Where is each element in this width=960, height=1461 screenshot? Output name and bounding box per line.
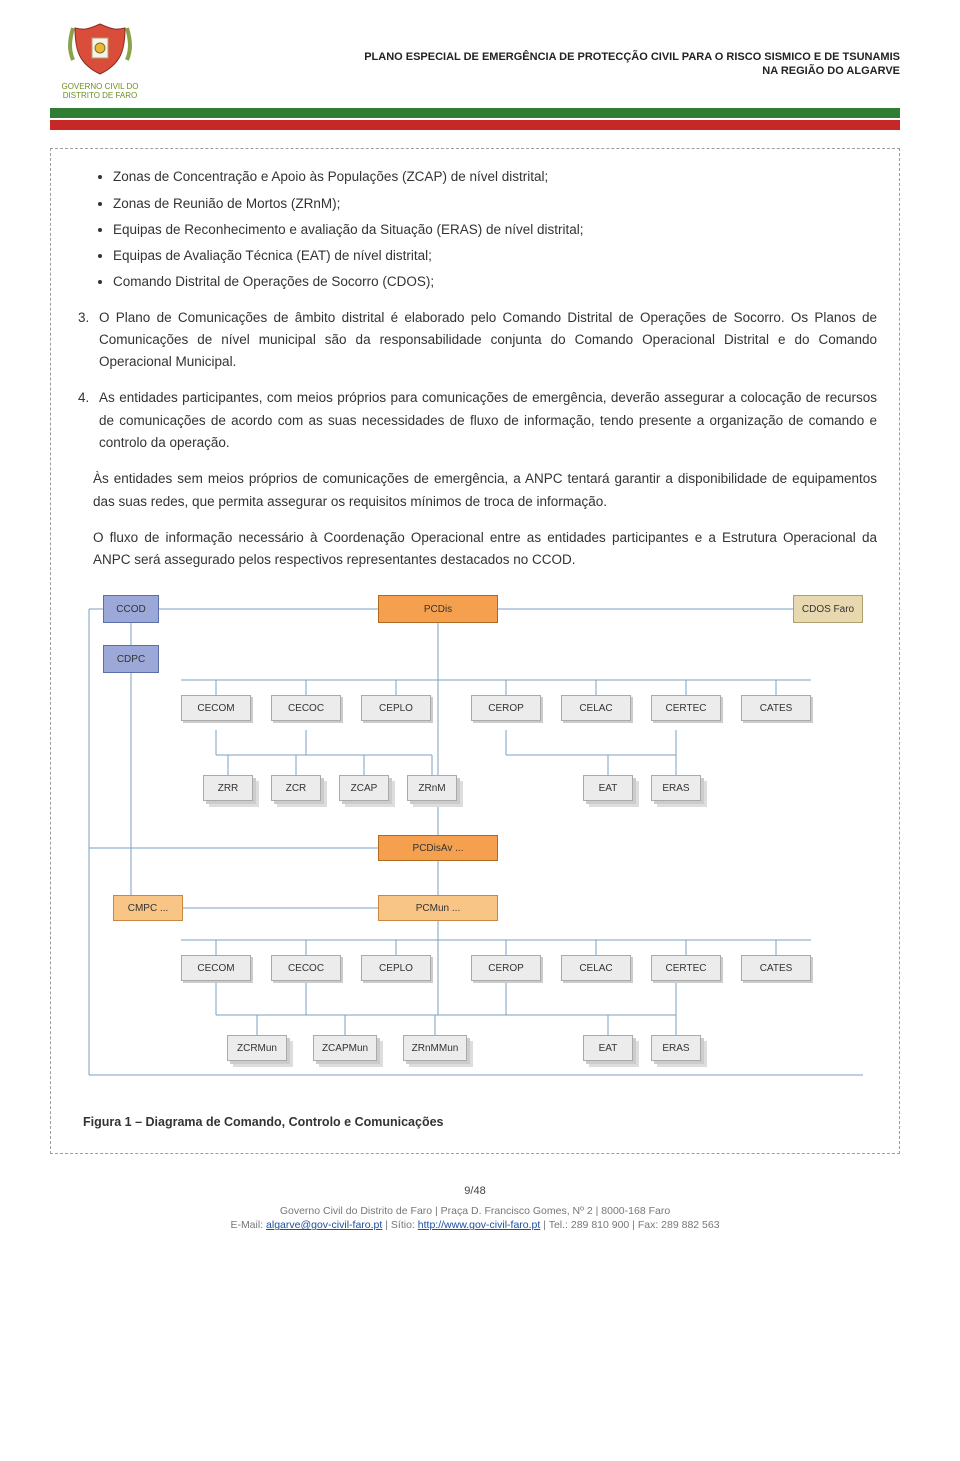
diagram-node-cecoc1: CECOC [271,695,341,721]
numbered-item: As entidades participantes, com meios pr… [93,387,877,454]
org-logo-block: GOVERNO CIVIL DO DISTRITO DE FARO [50,20,150,100]
diagram-node-certec2: CERTEC [651,955,721,981]
numbered-list: O Plano de Comunicações de âmbito distri… [93,307,877,455]
diagram-node-certec1: CERTEC [651,695,721,721]
footer-email-link[interactable]: algarve@gov-civil-faro.pt [266,1219,382,1231]
diagram-node-cdos: CDOS Faro [793,595,863,623]
diagram-node-cates2: CATES [741,955,811,981]
doc-title: PLANO ESPECIAL DE EMERGÊNCIA DE PROTECÇÃ… [160,20,900,79]
diagram-node-cecom2: CECOM [181,955,251,981]
diagram-node-celac1: CELAC [561,695,631,721]
diagram-node-cdpc: CDPC [103,645,159,673]
diagram-node-cmpc: CMPC ... [113,895,183,921]
diagram-node-cecom1: CECOM [181,695,251,721]
diagram-node-zcrmun: ZCRMun [227,1035,287,1061]
diagram-node-eat1: EAT [583,775,633,801]
page-footer: 9/48 Governo Civil do Distrito de Faro |… [50,1184,900,1233]
diagram-node-eras1: ERAS [651,775,701,801]
bullet-item: Equipas de Avaliação Técnica (EAT) de ní… [113,246,877,266]
bullet-item: Zonas de Concentração e Apoio às Populaç… [113,167,877,187]
diagram-node-zrr: ZRR [203,775,253,801]
footer-line2: E-Mail: algarve@gov-civil-faro.pt | Síti… [50,1218,900,1233]
diagram-node-ceplo2: CEPLO [361,955,431,981]
bullet-item: Zonas de Reunião de Mortos (ZRnM); [113,194,877,214]
diagram-node-cates1: CATES [741,695,811,721]
doc-title-line2: NA REGIÃO DO ALGARVE [762,65,900,77]
content-box: Zonas de Concentração e Apoio às Populaç… [50,148,900,1154]
diagram-node-ccod: CCOD [103,595,159,623]
figure-caption: Figura 1 – Diagrama de Comando, Controlo… [83,1115,877,1129]
bullet-list: Zonas de Concentração e Apoio às Populaç… [113,167,877,292]
diagram-node-pcdis: PCDis [378,595,498,623]
coat-of-arms-icon [65,20,135,80]
diagram-node-zcap: ZCAP [339,775,389,801]
diagram-node-cecoc2: CECOC [271,955,341,981]
doc-title-line1: PLANO ESPECIAL DE EMERGÊNCIA DE PROTECÇÃ… [364,51,900,63]
org-name: GOVERNO CIVIL DO DISTRITO DE FARO [50,83,150,101]
page-number: 9/48 [50,1184,900,1199]
diagram-node-zrnmmun: ZRnMMun [403,1035,467,1061]
footer-line1: Governo Civil do Distrito de Faro | Praç… [50,1204,900,1219]
command-diagram: CCOD PCDis CDOS Faro CDPC CECOM CECOC CEPLO CER… [73,585,877,1105]
diagram-node-celac2: CELAC [561,955,631,981]
diagram-node-zrnm: ZRnM [407,775,457,801]
footer-site-link[interactable]: http://www.gov-civil-faro.pt [418,1219,541,1231]
diagram-node-zcapmun: ZCAPMun [313,1035,377,1061]
diagram-node-ceplo1: CEPLO [361,695,431,721]
diagram-node-pcdisav: PCDisAv ... [378,835,498,861]
paragraph: O fluxo de informação necessário à Coord… [93,527,877,572]
doc-header: GOVERNO CIVIL DO DISTRITO DE FARO PLANO … [50,20,900,100]
diagram-node-cerop2: CEROP [471,955,541,981]
diagram-node-cerop1: CEROP [471,695,541,721]
bullet-item: Equipas de Reconhecimento e avaliação da… [113,220,877,240]
diagram-node-pcmun: PCMun ... [378,895,498,921]
diagram-node-zcr: ZCR [271,775,321,801]
diagram-node-eat2: EAT [583,1035,633,1061]
bullet-item: Comando Distrital de Operações de Socorr… [113,272,877,292]
paragraph: Às entidades sem meios próprios de comun… [93,468,877,513]
stripe-green [50,108,900,118]
diagram-node-eras2: ERAS [651,1035,701,1061]
numbered-item: O Plano de Comunicações de âmbito distri… [93,307,877,374]
stripe-red [50,120,900,130]
